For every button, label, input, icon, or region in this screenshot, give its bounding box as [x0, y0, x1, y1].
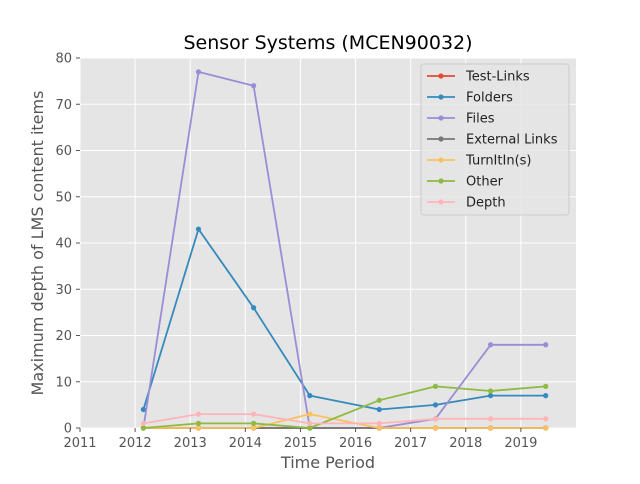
data-point-folders — [376, 406, 382, 413]
data-point-depth — [487, 416, 494, 422]
data-point-folders — [251, 305, 257, 311]
x-tick-label: 2017 — [394, 436, 427, 451]
y-tick-label: 20 — [55, 329, 72, 344]
legend-marker — [438, 157, 444, 163]
series-folders — [140, 226, 549, 413]
data-point-files — [195, 69, 202, 75]
x-tick-label: 2014 — [229, 436, 262, 451]
legend-marker — [438, 115, 444, 121]
data-point-other — [195, 420, 202, 426]
series-lines — [140, 69, 549, 431]
series-depth — [140, 411, 549, 426]
x-tick-label: 2015 — [284, 436, 317, 451]
legend-label: TurnItIn(s) — [465, 154, 531, 169]
legend-marker — [438, 73, 444, 79]
y-tick-label: 60 — [55, 144, 72, 159]
legend-entry-test-links: Test-Links — [427, 70, 530, 85]
data-point-other — [251, 420, 257, 426]
series-line-depth — [143, 413, 546, 425]
legend-entry-turnitin-s: TurnItIn(s) — [427, 154, 531, 169]
x-tick-label: 2018 — [449, 436, 482, 451]
series-line-turnitin-s — [143, 413, 546, 429]
data-point-files — [251, 83, 257, 89]
data-point-other — [487, 388, 494, 394]
series-line-folders — [142, 228, 546, 411]
data-point-other — [432, 383, 439, 389]
x-axis-label: Time Period — [280, 453, 375, 472]
series-other — [140, 383, 549, 431]
data-point-folders — [195, 226, 202, 232]
series-line-other — [143, 385, 546, 429]
data-point-turnitin-s — [487, 425, 494, 431]
x-tick-label: 2011 — [63, 436, 96, 451]
data-point-turnitin-s — [543, 425, 549, 431]
data-point-other — [543, 383, 549, 389]
legend-label: Other — [466, 175, 504, 190]
y-tick-label: 40 — [55, 237, 72, 252]
legend-marker — [438, 94, 444, 100]
x-tick-label: 2016 — [339, 436, 372, 451]
legend-entry-other: Other — [427, 175, 504, 190]
y-tick-label: 80 — [55, 52, 72, 67]
y-tick-label: 50 — [55, 190, 72, 205]
legend: Test-Links Folders Files External Links Turn… — [420, 63, 570, 216]
data-point-folders — [432, 402, 439, 408]
legend-entry-depth: Depth — [427, 196, 506, 211]
axis-ticks: 2011 2012 2013 2014 2015 2016 2017 2018 2019 0 10 2… — [55, 52, 537, 452]
data-point-turnitin-s — [195, 425, 202, 431]
data-point-other — [307, 425, 313, 431]
data-point-folders — [307, 393, 313, 399]
x-tick-label: 2013 — [174, 436, 207, 451]
legend-label: Depth — [466, 196, 506, 211]
data-point-depth — [432, 416, 439, 422]
legend-entry-files: Files — [427, 112, 495, 127]
legend-entry-external-links: External Links — [427, 133, 558, 148]
data-point-depth — [195, 411, 202, 417]
y-tick-label: 70 — [55, 98, 72, 113]
data-point-other — [140, 425, 146, 431]
x-tick-label: 2012 — [119, 436, 152, 451]
y-tick-label: 10 — [55, 375, 72, 390]
data-point-turnitin-s — [376, 425, 382, 431]
legend-marker — [438, 178, 444, 184]
data-point-folders — [487, 393, 494, 399]
y-axis-label: Maximum depth of LMS content items — [28, 91, 47, 396]
x-tick-label: 2019 — [504, 436, 537, 451]
legend-marker — [438, 199, 444, 205]
legend-label: Folders — [466, 91, 513, 106]
data-point-files — [487, 342, 494, 348]
data-point-files — [543, 342, 549, 348]
legend-label: Files — [466, 112, 495, 127]
data-point-depth — [307, 420, 313, 426]
data-point-turnitin-s — [251, 425, 257, 431]
data-point-depth — [251, 411, 257, 417]
data-point-other — [376, 397, 382, 403]
data-point-depth — [376, 420, 382, 426]
legend-marker — [438, 136, 444, 142]
data-point-folders — [140, 406, 146, 413]
data-point-depth — [543, 416, 549, 422]
y-tick-label: 0 — [64, 422, 72, 437]
legend-label: Test-Links — [465, 70, 530, 85]
legend-entry-folders: Folders — [427, 91, 513, 106]
legend-box — [420, 63, 570, 216]
legend-label: External Links — [466, 133, 558, 148]
legend-items: Test-Links Folders Files External Links Turn… — [427, 70, 558, 211]
data-point-turnitin-s — [432, 425, 439, 431]
chart-title: Sensor Systems (MCEN90032) — [183, 32, 472, 54]
data-point-depth — [140, 420, 146, 426]
data-point-turnitin-s — [307, 411, 313, 417]
data-point-folders — [543, 393, 549, 399]
y-tick-label: 30 — [55, 283, 72, 298]
